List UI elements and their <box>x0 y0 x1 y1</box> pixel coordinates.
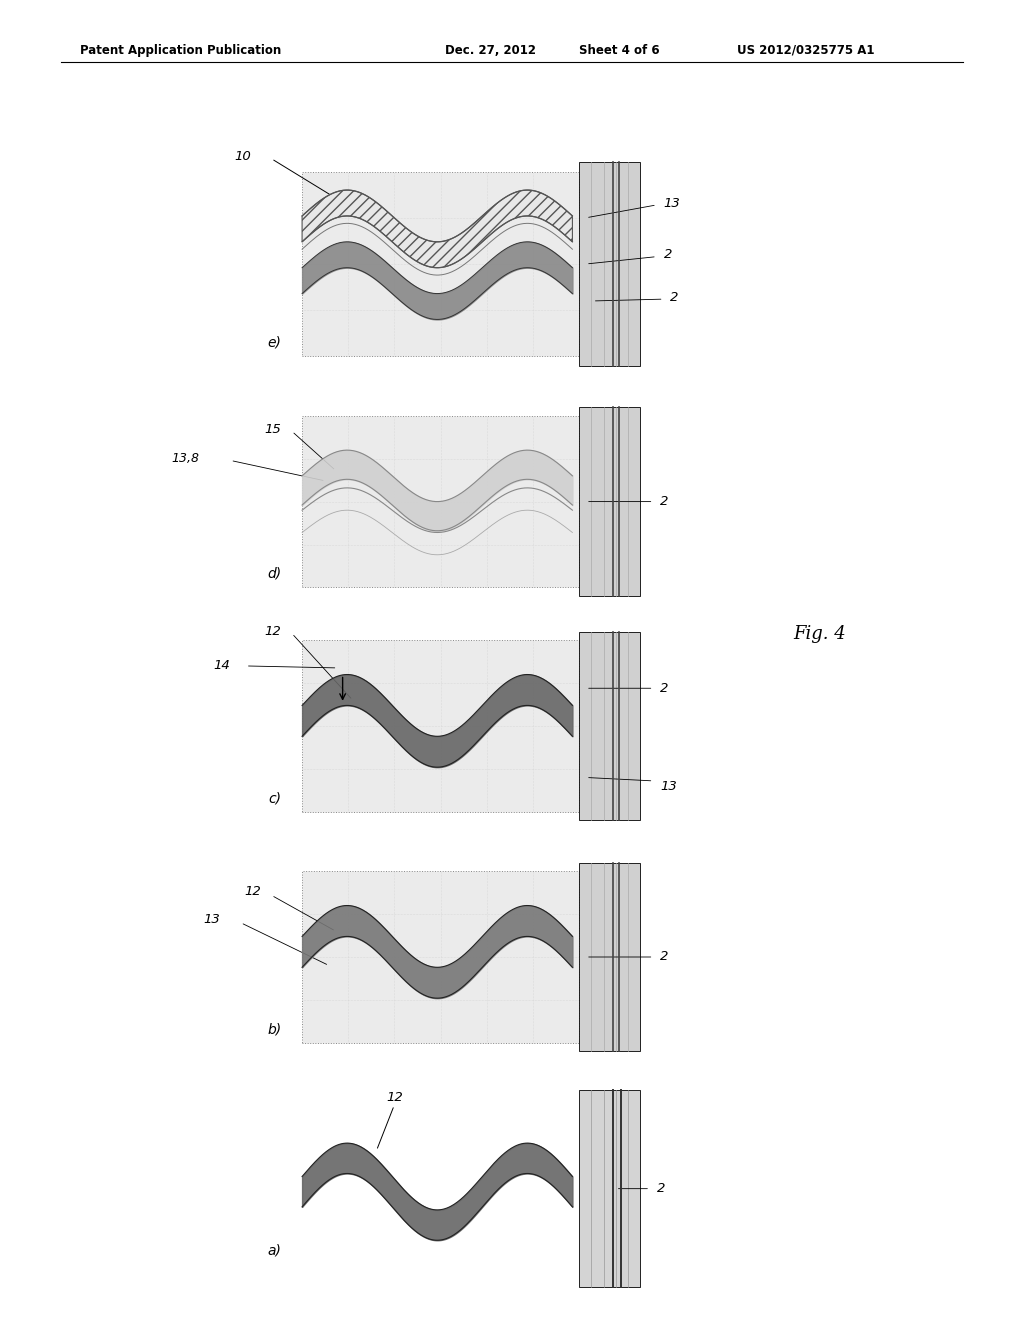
Polygon shape <box>302 190 572 268</box>
Bar <box>580 863 640 1051</box>
Text: 13: 13 <box>204 912 220 925</box>
Bar <box>580 1090 640 1287</box>
Text: 12: 12 <box>265 626 282 638</box>
Text: a): a) <box>267 1243 282 1258</box>
Bar <box>302 172 580 356</box>
Text: 2: 2 <box>660 950 669 964</box>
Text: e): e) <box>267 335 282 350</box>
Bar <box>580 631 640 820</box>
Text: 2: 2 <box>660 495 669 508</box>
Text: 13,8: 13,8 <box>172 453 200 465</box>
Text: 2: 2 <box>671 290 679 304</box>
Bar <box>302 871 580 1043</box>
Text: US 2012/0325775 A1: US 2012/0325775 A1 <box>737 44 874 57</box>
Text: 13: 13 <box>664 197 680 210</box>
Bar <box>302 640 580 812</box>
Text: d): d) <box>267 566 282 581</box>
Bar <box>580 407 640 595</box>
Text: Fig. 4: Fig. 4 <box>793 624 846 643</box>
Text: c): c) <box>268 791 282 805</box>
Text: 2: 2 <box>657 1183 666 1195</box>
Text: 2: 2 <box>660 681 669 694</box>
Bar <box>302 416 580 587</box>
Text: 10: 10 <box>234 150 251 164</box>
Text: Patent Application Publication: Patent Application Publication <box>80 44 282 57</box>
Text: Dec. 27, 2012: Dec. 27, 2012 <box>445 44 537 57</box>
Text: 12: 12 <box>245 886 261 899</box>
Text: Sheet 4 of 6: Sheet 4 of 6 <box>579 44 659 57</box>
Text: b): b) <box>267 1022 282 1036</box>
Bar <box>580 162 640 366</box>
Text: 12: 12 <box>386 1092 402 1104</box>
Text: 13: 13 <box>660 780 677 792</box>
Text: 15: 15 <box>265 422 282 436</box>
Text: 14: 14 <box>214 660 230 672</box>
Text: 2: 2 <box>664 248 672 261</box>
